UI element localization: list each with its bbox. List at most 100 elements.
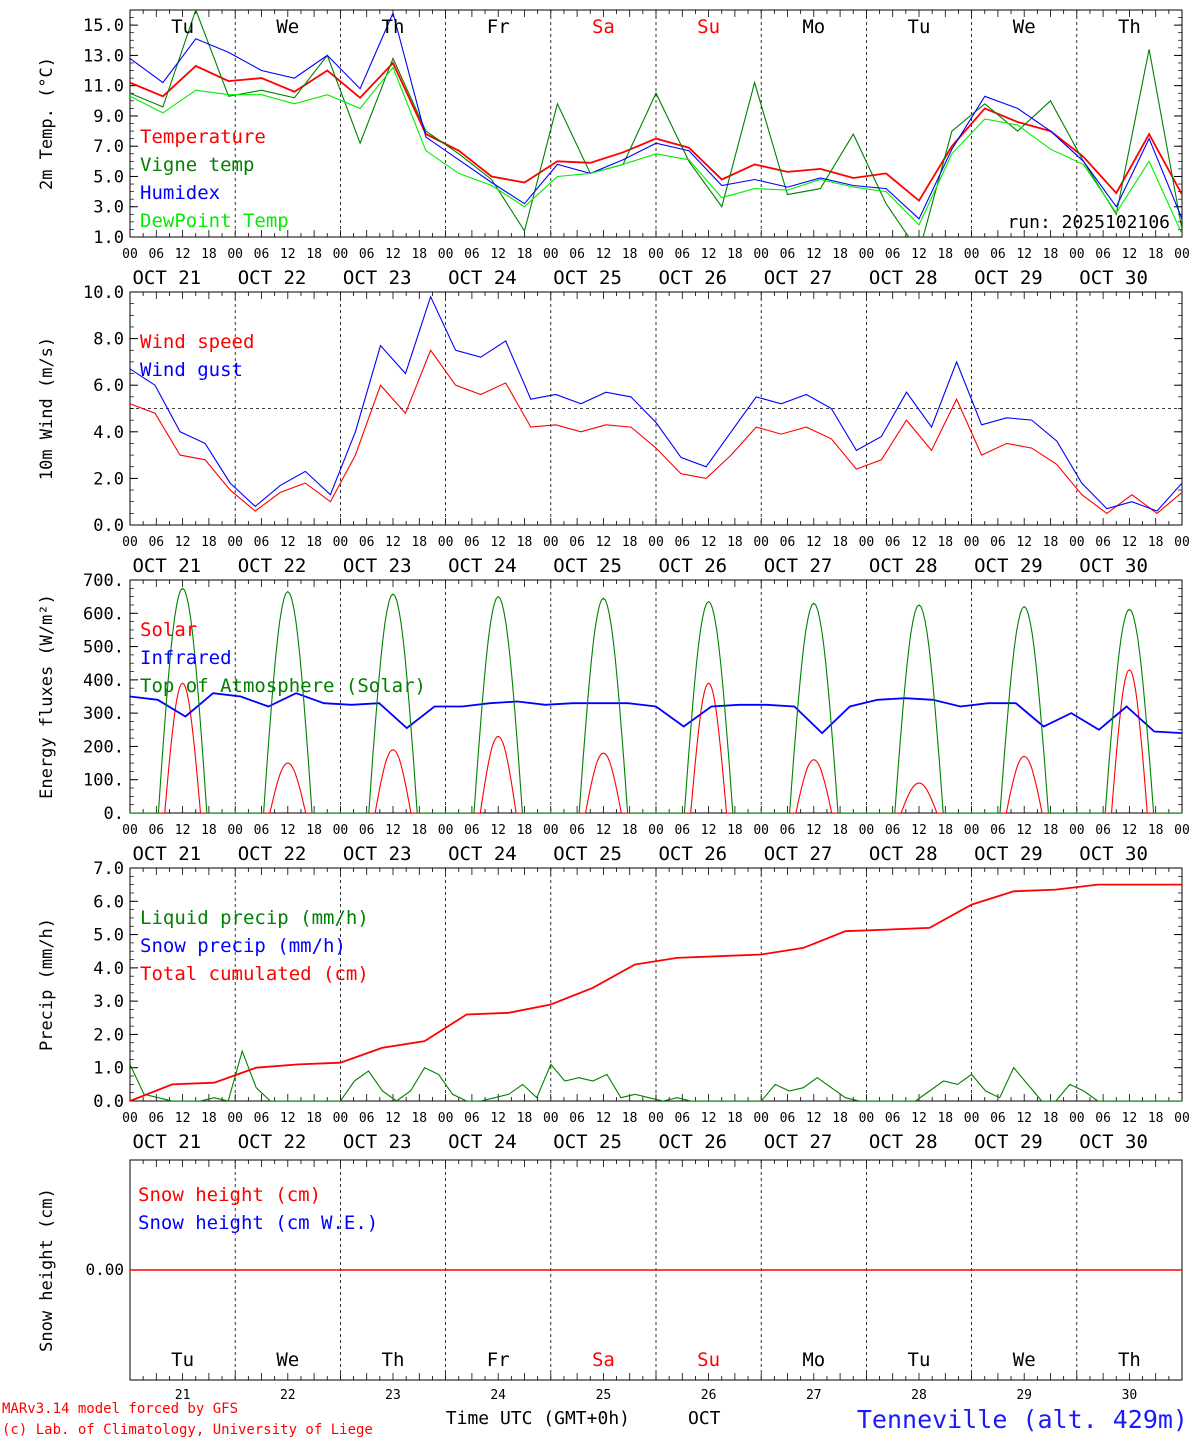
hour-tick-label: 18 bbox=[937, 823, 953, 838]
weekday-label: We bbox=[1013, 16, 1036, 38]
hour-tick-label: 12 bbox=[806, 535, 822, 550]
series-line-liquid-precip-mm-h- bbox=[130, 1049, 1182, 1101]
hour-tick-label: 18 bbox=[727, 535, 743, 550]
hour-tick-label: 18 bbox=[1148, 247, 1164, 262]
hour-tick-label: 00 bbox=[333, 1111, 349, 1126]
legend-entry: Temperature bbox=[140, 126, 266, 148]
legend-entry: Snow height (cm W.E.) bbox=[138, 1212, 378, 1234]
hour-tick-label: 00 bbox=[964, 823, 980, 838]
day-label: OCT 21 bbox=[132, 1131, 201, 1153]
hour-tick-label: 12 bbox=[1122, 535, 1138, 550]
hour-tick-label: 12 bbox=[596, 247, 612, 262]
weekday-label: Mo bbox=[802, 16, 825, 38]
series-line-infrared bbox=[130, 692, 1182, 735]
hour-tick-label: 06 bbox=[569, 247, 585, 262]
hour-tick-label: 06 bbox=[569, 1111, 585, 1126]
hour-tick-label: 06 bbox=[569, 823, 585, 838]
y-tick-label: 0.0 bbox=[93, 1092, 124, 1112]
hour-tick-label: 12 bbox=[806, 823, 822, 838]
hour-tick-label: 18 bbox=[1148, 823, 1164, 838]
y-tick-label: 0.00 bbox=[85, 1260, 124, 1279]
y-tick-label: 8.0 bbox=[93, 330, 124, 350]
hour-tick-label: 06 bbox=[1095, 1111, 1111, 1126]
hour-tick-label: 12 bbox=[911, 823, 927, 838]
hour-tick-label: 12 bbox=[1016, 535, 1032, 550]
series-line-wind-gust bbox=[130, 295, 1182, 512]
hour-tick-label: 00 bbox=[753, 1111, 769, 1126]
hour-tick-label: 12 bbox=[175, 247, 191, 262]
legend-entry: Snow height (cm) bbox=[138, 1184, 321, 1206]
hour-tick-label: 18 bbox=[411, 1111, 427, 1126]
hour-tick-label: 00 bbox=[438, 535, 454, 550]
hour-tick-label: 06 bbox=[148, 823, 164, 838]
weekday-label: Fr bbox=[487, 16, 510, 38]
x-axis-title: Time UTC (GMT+0h) bbox=[446, 1408, 630, 1429]
hour-tick-label: 12 bbox=[701, 247, 717, 262]
hour-tick-label: 12 bbox=[175, 1111, 191, 1126]
day-label: OCT 24 bbox=[448, 1131, 517, 1153]
hour-tick-label: 12 bbox=[385, 535, 401, 550]
day-label: OCT 29 bbox=[974, 267, 1043, 289]
day-number-label: 22 bbox=[280, 1388, 296, 1403]
series-line-humidex bbox=[130, 11, 1182, 220]
day-number-label: 24 bbox=[490, 1388, 506, 1403]
hour-tick-label: 18 bbox=[517, 1111, 533, 1126]
day-label: OCT 26 bbox=[658, 1131, 727, 1153]
hour-tick-label: 18 bbox=[306, 1111, 322, 1126]
y-tick-label: 6.0 bbox=[93, 892, 124, 912]
hour-tick-label: 00 bbox=[964, 1111, 980, 1126]
hour-tick-label: 18 bbox=[622, 247, 638, 262]
day-label: OCT 28 bbox=[869, 843, 938, 865]
y-tick-label: 200. bbox=[83, 737, 124, 757]
hour-tick-label: 06 bbox=[148, 1111, 164, 1126]
hour-tick-label: 00 bbox=[333, 535, 349, 550]
weekday-label: Th bbox=[1118, 1349, 1141, 1371]
day-label: OCT 30 bbox=[1079, 267, 1148, 289]
hour-tick-label: 06 bbox=[254, 247, 270, 262]
y-tick-label: 11.0 bbox=[83, 77, 124, 97]
day-number-label: 23 bbox=[385, 1388, 401, 1403]
y-tick-label: 10.0 bbox=[83, 283, 124, 303]
y-tick-label: 7.0 bbox=[93, 137, 124, 157]
hour-tick-label: 12 bbox=[911, 247, 927, 262]
hour-tick-label: 12 bbox=[385, 247, 401, 262]
hour-tick-label: 18 bbox=[1148, 1111, 1164, 1126]
legend-entry: Humidex bbox=[140, 182, 220, 204]
hour-tick-label: 18 bbox=[201, 247, 217, 262]
legend-entry: Vigne temp bbox=[140, 154, 254, 176]
series-line-solar bbox=[130, 669, 1182, 813]
hour-tick-label: 18 bbox=[306, 247, 322, 262]
y-tick-label: 3.0 bbox=[93, 992, 124, 1012]
day-number-label: 26 bbox=[701, 1388, 717, 1403]
panel-snow: 0.00 Snow height (cm) Snow height (cm) Snow… bbox=[37, 1159, 1183, 1403]
hour-tick-label: 00 bbox=[1174, 823, 1190, 838]
day-label: OCT 28 bbox=[869, 1131, 938, 1153]
hour-tick-label: 12 bbox=[911, 1111, 927, 1126]
day-label: OCT 22 bbox=[238, 267, 307, 289]
weekday-label: Th bbox=[382, 1349, 405, 1371]
hour-tick-label: 06 bbox=[254, 823, 270, 838]
day-number-label: 28 bbox=[911, 1388, 927, 1403]
hour-tick-label: 00 bbox=[438, 247, 454, 262]
hour-tick-label: 18 bbox=[937, 247, 953, 262]
y-tick-label: 2.0 bbox=[93, 469, 124, 489]
day-label: OCT 22 bbox=[238, 555, 307, 577]
hour-tick-label: 06 bbox=[674, 823, 690, 838]
hour-tick-label: 12 bbox=[806, 1111, 822, 1126]
hour-tick-label: 18 bbox=[937, 1111, 953, 1126]
hour-tick-label: 12 bbox=[1122, 1111, 1138, 1126]
weekday-label: Th bbox=[382, 16, 405, 38]
hour-tick-label: 18 bbox=[832, 823, 848, 838]
legend-entry: Top of Atmosphere (Solar) bbox=[140, 675, 426, 697]
y-tick-label: 5.0 bbox=[93, 167, 124, 187]
model-credit: MARv3.14 model forced by GFS bbox=[2, 1401, 238, 1417]
hour-tick-label: 18 bbox=[411, 535, 427, 550]
panel-energy: 0. 100. 200. 300. 400. 500. 600. 700. Energy flu… bbox=[37, 571, 1190, 865]
weekday-label: Mo bbox=[802, 1349, 825, 1371]
day-number-label: 21 bbox=[175, 1388, 191, 1403]
day-label: OCT 26 bbox=[658, 555, 727, 577]
hour-tick-label: 12 bbox=[490, 247, 506, 262]
hour-tick-label: 12 bbox=[701, 1111, 717, 1126]
hour-tick-label: 00 bbox=[859, 247, 875, 262]
hour-tick-label: 00 bbox=[1174, 1111, 1190, 1126]
